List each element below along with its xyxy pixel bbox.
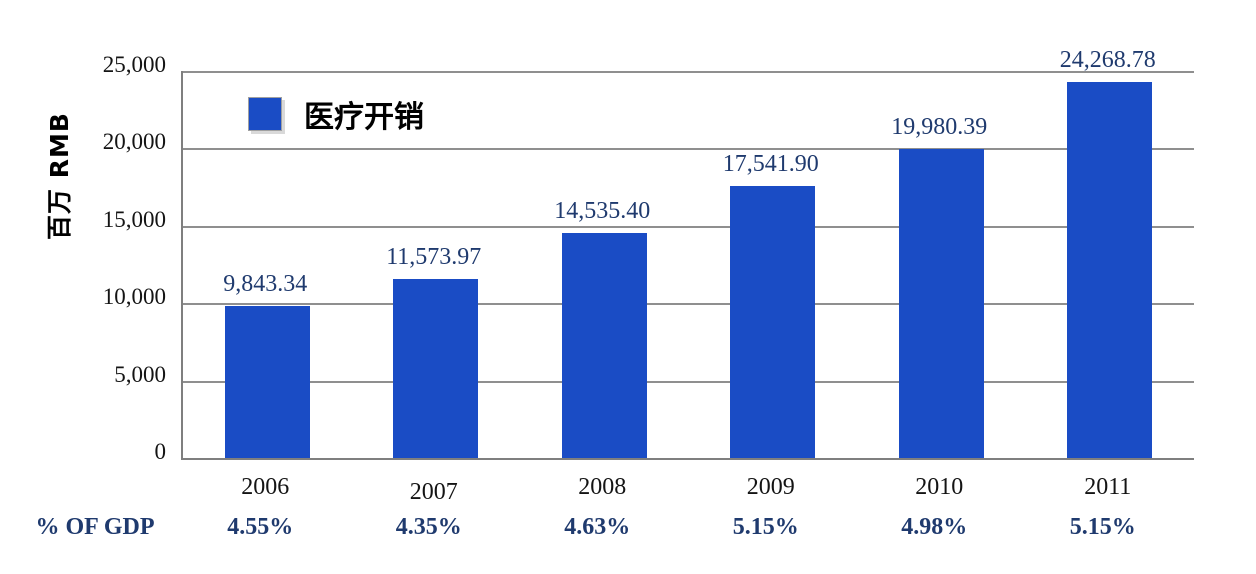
y-tick-5000: 5,000: [114, 361, 166, 387]
x-label-2010: 2010: [915, 474, 964, 500]
bar-value-label-2006: 9,843.34: [223, 270, 308, 297]
gdp-value-2010: 4.98%: [901, 514, 968, 540]
bar-value-label-2008: 14,535.40: [554, 197, 651, 224]
legend: 医疗开销: [248, 92, 424, 136]
legend-series-label: 医疗开销: [304, 100, 424, 135]
y-tick-25000: 25,000: [102, 52, 166, 77]
y-tick-10000: 10,000: [102, 284, 166, 310]
gdp-value-2009: 5.15%: [732, 514, 799, 540]
bar-2011: [1067, 82, 1153, 458]
x-label-2006: 2006: [241, 474, 290, 500]
gridline-10000: [183, 303, 1194, 306]
bar-2006: [224, 305, 310, 458]
x-label-2011: 2011: [1084, 474, 1132, 500]
gridline-5000: [183, 380, 1194, 383]
bar-value-label-2009: 17,541.90: [722, 151, 819, 178]
y-tick-15000: 15,000: [102, 206, 166, 232]
bar-2010: [898, 148, 984, 458]
bar-2009: [730, 186, 816, 458]
gdp-value-2006: 4.55%: [227, 514, 294, 540]
bar-value-label-2011: 24,268.78: [1059, 47, 1156, 74]
bar-2008: [561, 233, 647, 458]
gridline-25000: [183, 71, 1194, 73]
y-tick-20000: 20,000: [102, 129, 166, 155]
x-label-2009: 2009: [746, 474, 795, 500]
x-label-2008: 2008: [578, 474, 627, 500]
legend-swatch-icon: [248, 97, 282, 131]
x-label-2007: 2007: [409, 479, 458, 505]
bar-value-label-2007: 11,573.97: [386, 243, 482, 270]
y-tick-0: 0: [154, 439, 167, 464]
bar-2007: [393, 278, 479, 458]
gdp-value-2007: 4.35%: [395, 514, 462, 540]
gridline-20000: [183, 148, 1194, 151]
gdp-row-label: % OF GDP: [35, 514, 155, 540]
bar-value-label-2010: 19,980.39: [891, 113, 988, 140]
plot-area: [181, 71, 1194, 460]
gdp-value-2011: 5.15%: [1069, 514, 1136, 540]
gdp-value-2008: 4.63%: [564, 514, 631, 540]
gridline-15000: [183, 225, 1194, 228]
